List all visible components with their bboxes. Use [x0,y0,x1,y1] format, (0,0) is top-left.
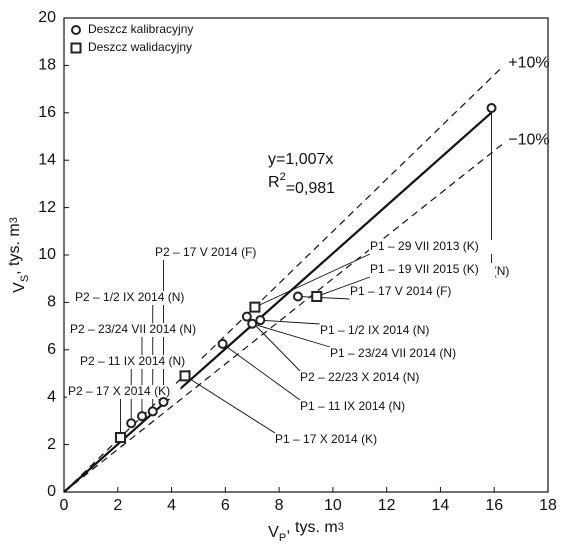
x-tick-label: 6 [221,497,230,514]
x-tick-label: 4 [167,497,176,514]
leader-line [254,253,371,308]
legend-marker [70,42,82,54]
x-axis-label-part: , tys. m [286,519,338,536]
annotation: P1 – 17 X 2014 (K) [275,432,377,446]
x-tick-label: 18 [539,497,557,514]
annotation: P1 – 19 VII 2015 (K) [370,262,479,276]
point [114,431,126,443]
band-line [63,66,503,493]
annotation-bg [74,291,200,305]
fit-r2-part: 2 [280,171,286,183]
x-axis-label-part: 3 [338,521,344,533]
annotation: P1 – 11 IX 2014 (N) [300,399,405,413]
legend-label: Deszcz walidacyjny [88,40,192,54]
annotation: P2 – 17 X 2014 (K) [68,384,170,398]
y-tick-label: 8 [47,294,56,311]
x-tick-label: 2 [113,497,122,514]
leader-line [297,296,351,300]
point [241,311,252,322]
y-tick-label: 14 [38,151,56,168]
point [126,418,137,429]
annotation-bg [329,347,474,361]
point [179,370,191,382]
y-tick-label: 18 [38,57,56,74]
y-tick-label: 2 [47,436,56,453]
point [217,338,228,349]
point [249,301,261,313]
y-axis-label-part: V [11,282,28,293]
band-label: +10% [508,54,549,71]
annotation: P2 – 11 IX 2014 (N) [80,354,185,368]
point [255,315,266,326]
annotation: P1 – 17 V 2014 (F) [350,284,451,298]
leader-line [316,276,371,297]
point [292,291,303,302]
annotation: P2 – 1/2 IX 2014 (N) [75,290,184,304]
annotation: P1 – 29 VII 2013 (K) [370,239,479,253]
point [136,411,147,422]
annotation: P2 – 22/23 X 2014 (N) [300,370,419,384]
annotation-bg [349,285,463,299]
leader-line [184,375,276,434]
annotation-bg [154,246,268,260]
annotation-bg [369,263,495,277]
fit-line [63,111,493,493]
annotation-bg [299,400,419,414]
y-tick-label: 4 [47,388,56,405]
x-tick-label: 8 [275,497,284,514]
annotation-bg [69,323,214,337]
leader-line [222,343,301,401]
y-axis-label-part: , tys. m [6,223,23,275]
y-tick-label: 10 [38,246,56,263]
band-label: −10% [508,132,549,149]
y-axis-label-part: 3 [8,217,20,223]
y-tick-label: 12 [38,199,56,216]
x-tick-label: 10 [324,497,342,514]
y-tick-label: 6 [47,341,56,358]
legend-label: Deszcz kalibracyjny [88,22,193,36]
annotation-bg [299,371,432,385]
point [158,396,169,407]
point [311,290,323,302]
point [247,318,258,329]
annotation-bg [319,324,445,338]
y-tick-label: 20 [38,9,56,26]
x-tick-label: 16 [485,497,503,514]
x-axis-label-part: V [268,524,279,541]
legend-marker [71,25,81,35]
leader-line [260,319,321,325]
x-axis-label-part: P [279,532,286,544]
annotation: P1 – 23/24 VII 2014 (N) [330,346,456,360]
band-line [63,143,503,493]
annotation: P1 – 1/2 IX 2014 (N) [320,323,429,337]
x-tick-label: 12 [378,497,396,514]
point [147,406,158,417]
x-tick-label: 0 [60,497,69,514]
fit-equation: y=1,007x [268,151,333,168]
annotation: P2 – 23/24 VII 2014 (N) [70,322,196,336]
fit-r2-part: R [268,174,280,191]
annotation-bg [274,433,388,447]
fit-r2: R2=0,981 [268,171,335,197]
annotation-bg [369,240,495,254]
leader-line [252,323,331,348]
fit-r2-part: =0,981 [286,180,335,197]
y-axis-label: VS, tys. m3 [6,217,31,293]
annotation: P2 – 17 V 2014 (F) [155,245,256,259]
y-tick-label: 0 [47,483,56,500]
annotation-bg [79,355,199,369]
y-tick-label: 16 [38,104,56,121]
x-axis-label: VP, tys. m3 [268,519,344,544]
x-tick-label: 14 [432,497,450,514]
y-axis-label-part: S [19,275,31,282]
annotation-bg [67,385,181,399]
point [486,103,497,114]
